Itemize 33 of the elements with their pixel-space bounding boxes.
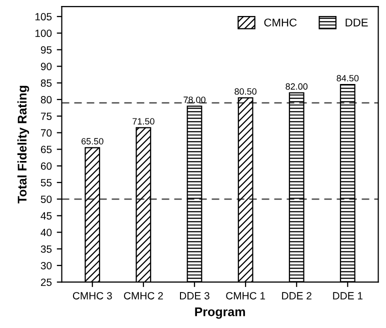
- data-label: 84.50: [336, 75, 359, 82]
- data-label: 82.00: [286, 83, 308, 90]
- y-tick-label: 35: [40, 245, 52, 253]
- y-tick-label: 55: [40, 179, 52, 186]
- y-tick-label: 65: [40, 146, 52, 154]
- x-axis-title: Program: [195, 307, 245, 319]
- y-tick-label: 40: [40, 228, 52, 236]
- y-tick-label: 80: [40, 96, 52, 104]
- y-tick-label: 85: [40, 79, 52, 87]
- y-tick-label: 60: [40, 162, 52, 170]
- x-tick-label: DDE 2: [282, 292, 312, 300]
- data-label: 80.50: [234, 88, 256, 95]
- data-label: 71.50: [132, 118, 154, 125]
- y-axis-title: Total Fidelity Rating: [17, 86, 30, 204]
- y-tick-label: 50: [40, 196, 52, 203]
- x-tick-label: CMHC 3: [72, 292, 112, 300]
- y-tick-label: 45: [40, 212, 52, 220]
- data-label: 78.00: [184, 96, 206, 103]
- y-tick-label: 105: [35, 13, 52, 20]
- x-tick-label: DDE 3: [180, 292, 210, 300]
- data-label: 65.50: [82, 138, 104, 144]
- y-tick-label: 70: [40, 129, 52, 137]
- legend-label: CMHC: [264, 18, 297, 26]
- y-tick-label: 30: [40, 262, 52, 270]
- y-tick-label: 25: [40, 278, 52, 286]
- x-tick-label: CMHC 2: [124, 292, 163, 300]
- x-tick-label: DDE 1: [333, 292, 362, 300]
- y-tick-label: 90: [40, 62, 52, 70]
- y-tick-label: 95: [40, 46, 52, 54]
- y-tick-label: 100: [35, 30, 52, 37]
- y-tick-label: 75: [40, 112, 52, 120]
- legend-label: DDE: [346, 18, 368, 26]
- x-tick-label: CMHC 1: [226, 292, 266, 300]
